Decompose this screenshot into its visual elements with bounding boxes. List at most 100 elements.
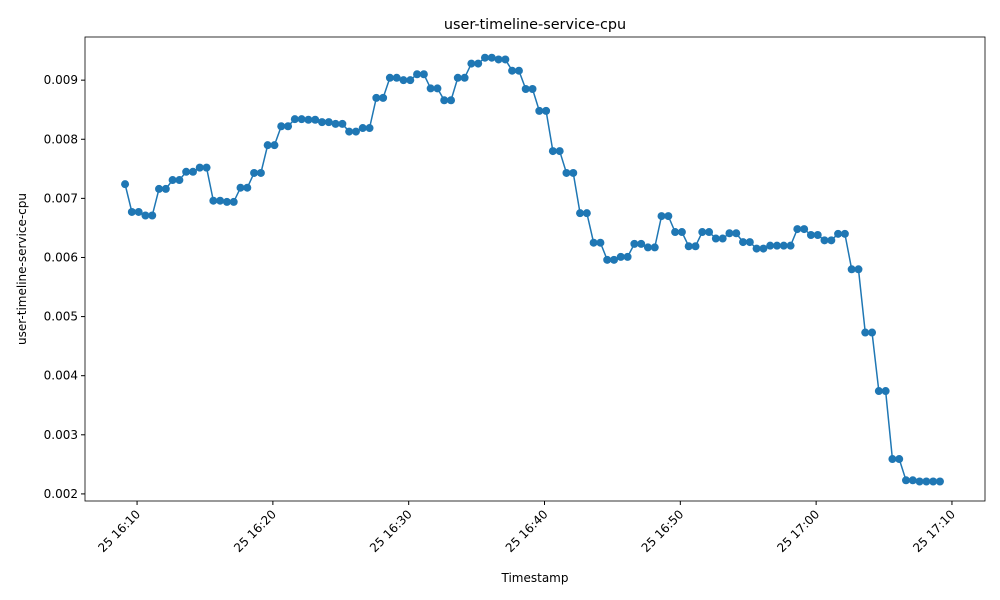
point xyxy=(372,93,381,102)
point xyxy=(250,168,259,177)
point xyxy=(148,211,157,220)
point xyxy=(195,163,204,172)
point xyxy=(786,241,795,250)
point xyxy=(399,76,408,85)
point xyxy=(433,84,442,93)
point xyxy=(514,66,523,75)
point xyxy=(935,477,944,486)
point xyxy=(304,115,313,124)
point xyxy=(793,225,802,234)
point xyxy=(487,53,496,62)
point xyxy=(766,241,775,250)
point xyxy=(277,122,286,131)
x-axis-label: Timestamp xyxy=(501,571,569,585)
point xyxy=(216,196,225,205)
point xyxy=(188,167,197,176)
point xyxy=(521,85,530,94)
point xyxy=(155,184,164,193)
point xyxy=(813,231,822,240)
point xyxy=(854,265,863,274)
point xyxy=(419,70,428,79)
point xyxy=(616,252,625,261)
y-tick-label: 0.008 xyxy=(44,132,78,146)
point xyxy=(650,243,659,252)
point xyxy=(834,229,843,238)
point xyxy=(222,197,231,206)
point xyxy=(915,477,924,486)
point xyxy=(902,476,911,485)
point xyxy=(202,163,211,172)
point xyxy=(168,176,177,185)
point xyxy=(772,241,781,250)
point xyxy=(596,238,605,247)
plot-frame xyxy=(84,36,986,502)
point xyxy=(922,477,931,486)
point xyxy=(209,196,218,205)
point xyxy=(229,197,238,206)
point xyxy=(657,212,666,221)
point xyxy=(745,238,754,247)
point xyxy=(345,127,354,136)
point xyxy=(582,209,591,218)
point xyxy=(576,209,585,218)
point xyxy=(752,244,761,253)
point xyxy=(528,85,537,94)
point xyxy=(555,147,564,156)
point xyxy=(562,168,571,177)
point xyxy=(134,207,143,216)
point xyxy=(270,141,279,150)
point xyxy=(480,53,489,62)
point xyxy=(739,238,748,247)
point xyxy=(467,59,476,68)
point xyxy=(385,73,394,82)
point xyxy=(868,328,877,337)
y-tick-label: 0.002 xyxy=(44,487,78,501)
point xyxy=(698,228,707,237)
y-tick-label: 0.007 xyxy=(44,191,78,205)
point xyxy=(379,93,388,102)
point xyxy=(256,168,265,177)
point xyxy=(413,70,422,79)
point xyxy=(725,229,734,238)
point xyxy=(827,236,836,245)
point xyxy=(406,76,415,85)
point xyxy=(358,124,367,133)
point xyxy=(426,84,435,93)
point xyxy=(297,115,306,124)
point xyxy=(324,118,333,127)
point xyxy=(718,234,727,243)
point xyxy=(351,127,360,136)
point xyxy=(677,228,686,237)
point xyxy=(460,73,469,82)
point xyxy=(847,265,856,274)
point xyxy=(759,244,768,253)
y-tick-label: 0.006 xyxy=(44,250,78,264)
point xyxy=(874,387,883,396)
point xyxy=(800,225,809,234)
point xyxy=(392,73,401,82)
point xyxy=(603,255,612,264)
point xyxy=(453,73,462,82)
point xyxy=(535,106,544,115)
point xyxy=(664,212,673,221)
y-tick-label: 0.004 xyxy=(44,369,78,383)
point xyxy=(895,455,904,464)
point xyxy=(929,477,938,486)
y-tick-label: 0.009 xyxy=(44,73,78,87)
point xyxy=(494,55,503,64)
point xyxy=(609,255,618,264)
point xyxy=(141,211,150,220)
point xyxy=(779,241,788,250)
point xyxy=(691,242,700,251)
point xyxy=(447,96,456,105)
point xyxy=(684,242,693,251)
point xyxy=(331,119,340,128)
point xyxy=(623,252,632,261)
point xyxy=(643,243,652,252)
point xyxy=(236,183,245,192)
point xyxy=(589,238,598,247)
point xyxy=(705,228,714,237)
